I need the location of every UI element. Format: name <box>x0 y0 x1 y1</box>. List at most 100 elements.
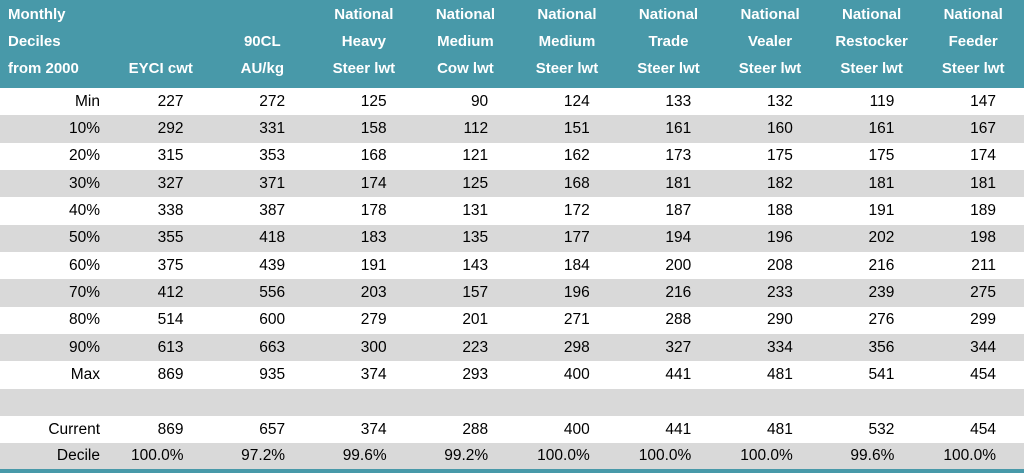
table-cell: 556 <box>211 279 314 307</box>
row-label: Current <box>48 420 100 438</box>
table-cell: 184 <box>563 256 590 274</box>
table-cell: 121 <box>462 147 489 165</box>
table-cell: 174 <box>313 170 415 198</box>
table-cell: 223 <box>414 334 517 362</box>
row-label: 20% <box>68 147 100 165</box>
table-cell: 299 <box>970 311 996 329</box>
table-cell <box>414 388 517 417</box>
table-row: 60% 375 439 191 143 184 200 208 216 211 <box>0 252 1024 279</box>
table-cell: 412 <box>110 279 212 307</box>
table-cell: 188 <box>766 202 793 220</box>
table-cell: 216 <box>868 256 895 274</box>
column-header: National Feeder Steer lwt <box>922 0 1024 88</box>
row-label: Decile <box>0 443 110 471</box>
table-cell: 202 <box>820 224 923 253</box>
table-cell: 276 <box>868 311 895 329</box>
table-header: Monthly Deciles from 2000 EYCI cwt 90CL AU/kg… <box>0 0 1024 88</box>
table-cell: 125 <box>360 92 387 110</box>
table-cell: 147 <box>970 92 996 110</box>
table-cell: 439 <box>259 256 286 274</box>
column-header: National Trade Steer lwt <box>617 0 720 88</box>
row-label: 90% <box>0 334 110 362</box>
table-cell: 481 <box>766 420 793 438</box>
table-cell: 191 <box>868 202 895 220</box>
table-cell: 167 <box>922 115 1024 143</box>
table-cell: 208 <box>766 256 793 274</box>
table-cell: 200 <box>665 256 692 274</box>
table-cell <box>820 388 923 417</box>
table-cell: 132 <box>766 92 793 110</box>
table-cell: 935 <box>259 366 286 384</box>
table-cell: 454 <box>970 420 996 438</box>
table-cell: 288 <box>462 420 489 438</box>
table-cell: 189 <box>970 202 996 220</box>
table-cell <box>313 388 415 417</box>
table-cell: 387 <box>259 202 286 220</box>
table-cell: 338 <box>157 202 184 220</box>
column-header: National Medium Cow lwt <box>414 0 517 88</box>
table-cell: 97.2% <box>211 443 314 471</box>
table-cell: 327 <box>110 170 212 198</box>
table-cell: 100.0% <box>516 443 618 471</box>
table-cell: 532 <box>868 420 895 438</box>
table-cell: 356 <box>820 334 923 362</box>
table-cell: 161 <box>617 115 720 143</box>
table-cell: 292 <box>110 115 212 143</box>
table-row: Max 869 935 374 293 400 441 481 541 454 <box>0 361 1024 388</box>
row-label: 30% <box>0 170 110 198</box>
table-cell: 400 <box>563 420 590 438</box>
table-row: 30% 327 371 174 125 168 181 182 181 181 <box>0 170 1024 198</box>
column-header: National Heavy Steer lwt <box>313 0 415 88</box>
table-cell: 275 <box>922 279 1024 307</box>
table-cell: 613 <box>110 334 212 362</box>
table-cell: 168 <box>360 147 387 165</box>
table-cell: 90 <box>470 92 489 110</box>
table-cell: 191 <box>360 256 387 274</box>
table-row: 10% 292 331 158 112 151 161 160 161 167 <box>0 115 1024 143</box>
table-cell: 334 <box>719 334 821 362</box>
row-label: 80% <box>68 311 100 329</box>
table-cell: 227 <box>157 92 184 110</box>
table-cell: 183 <box>313 224 415 253</box>
table-cell: 175 <box>868 147 895 165</box>
table-cell: 187 <box>665 202 692 220</box>
table-cell: 181 <box>617 170 720 198</box>
table-cell <box>110 388 212 417</box>
table-row: 90% 613 663 300 223 298 327 334 356 344 <box>0 334 1024 362</box>
table-cell: 174 <box>970 147 996 165</box>
table-cell: 374 <box>360 420 387 438</box>
table-cell: 100.0% <box>719 443 821 471</box>
table-cell: 201 <box>462 311 489 329</box>
table-cell: 400 <box>563 366 590 384</box>
row-label: 60% <box>68 256 100 274</box>
row-label: Min <box>75 92 100 110</box>
table-cell: 869 <box>157 420 184 438</box>
table-row: 70% 412 556 203 157 196 216 233 239 275 <box>0 279 1024 307</box>
table-cell: 353 <box>259 147 286 165</box>
table-body: Min 227 272 125 90 124 133 132 119 147 10% 292 331 15… <box>0 88 1024 471</box>
table-cell: 100.0% <box>110 443 212 471</box>
column-header: EYCI cwt <box>110 0 212 88</box>
table-cell <box>211 388 314 417</box>
table-cell <box>516 388 618 417</box>
table-cell: 181 <box>922 170 1024 198</box>
table-row: Decile 100.0% 97.2% 99.6% 99.2% 100.0% 100.0% 1… <box>0 443 1024 471</box>
table-cell: 663 <box>211 334 314 362</box>
table-cell: 375 <box>157 256 184 274</box>
table-cell: 124 <box>563 92 590 110</box>
column-header: National Restocker Steer lwt <box>820 0 923 88</box>
table-cell: 288 <box>665 311 692 329</box>
table-cell: 355 <box>110 224 212 253</box>
table-cell: 112 <box>414 115 517 143</box>
table-cell: 177 <box>516 224 618 253</box>
corner-header: Monthly Deciles from 2000 <box>0 0 110 88</box>
table-cell: 454 <box>970 366 996 384</box>
table-cell: 441 <box>665 366 692 384</box>
table-cell: 131 <box>462 202 489 220</box>
table-cell: 327 <box>617 334 720 362</box>
table-cell: 514 <box>157 311 184 329</box>
table-cell: 371 <box>211 170 314 198</box>
table-cell: 99.6% <box>313 443 415 471</box>
table-cell: 133 <box>665 92 692 110</box>
